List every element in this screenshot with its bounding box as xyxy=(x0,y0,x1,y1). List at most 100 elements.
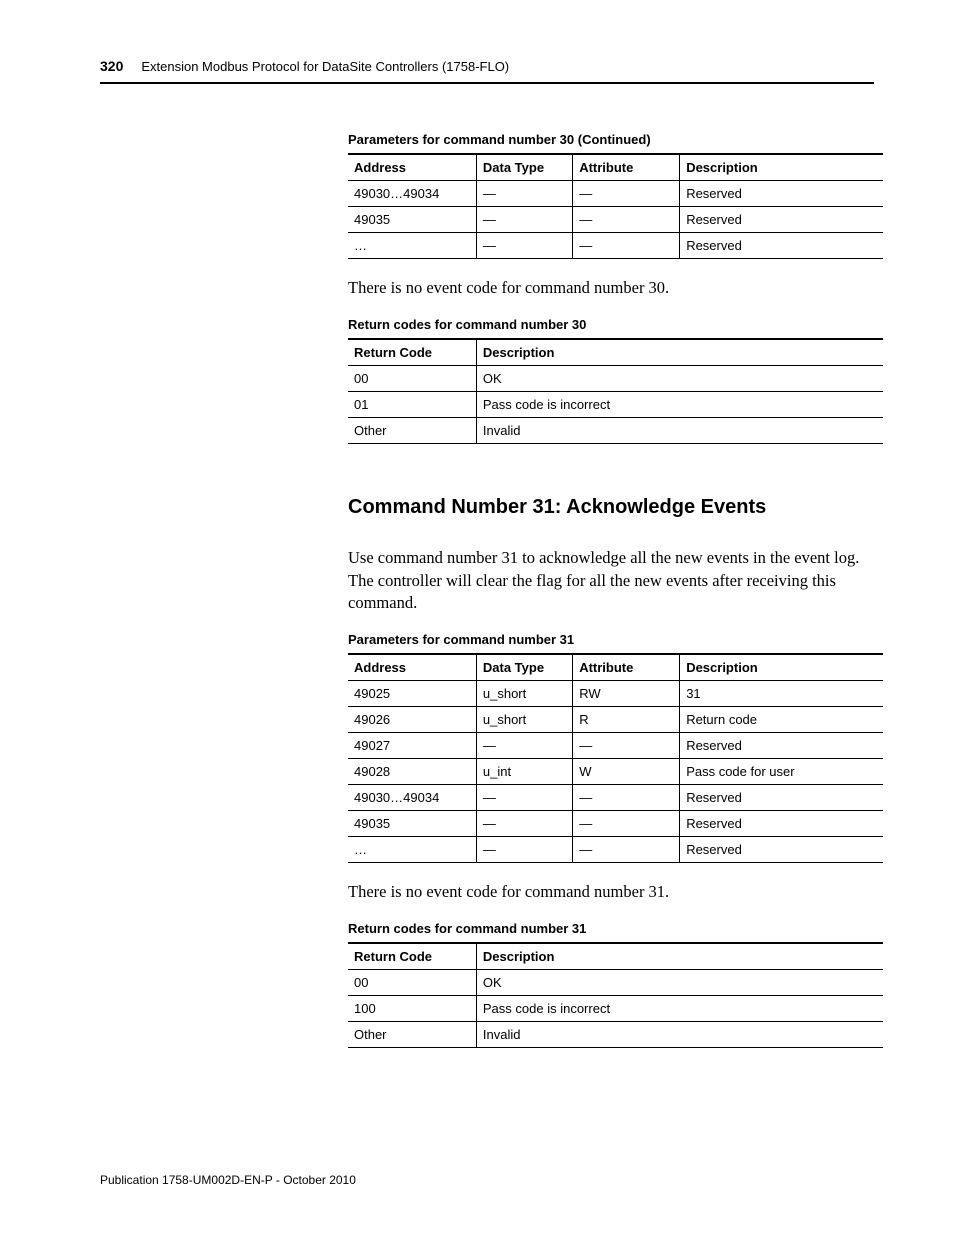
table-row: … — — Reserved xyxy=(348,837,883,863)
cell: — xyxy=(476,837,572,863)
cell: u_int xyxy=(476,759,572,785)
table-returncodes-31: Return Code Description 00 OK 100 Pass c… xyxy=(348,942,883,1048)
table-row: 100 Pass code is incorrect xyxy=(348,996,883,1022)
cell: 49025 xyxy=(348,681,476,707)
page-header: 320 Extension Modbus Protocol for DataSi… xyxy=(100,58,874,84)
cell: — xyxy=(476,811,572,837)
cell: 49035 xyxy=(348,207,476,233)
cell: OK xyxy=(476,970,883,996)
table-header-row: Address Data Type Attribute Description xyxy=(348,154,883,181)
cell: 49030…49034 xyxy=(348,181,476,207)
table-row: … — — Reserved xyxy=(348,233,883,259)
cell: R xyxy=(573,707,680,733)
note-text: There is no event code for command numbe… xyxy=(348,881,883,903)
cell: Other xyxy=(348,1022,476,1048)
cell: Return code xyxy=(680,707,883,733)
cell: 00 xyxy=(348,970,476,996)
col-address: Address xyxy=(348,654,476,681)
table4-caption: Return codes for command number 31 xyxy=(348,921,883,936)
table-row: 49030…49034 — — Reserved xyxy=(348,181,883,207)
cell: 49028 xyxy=(348,759,476,785)
cell: Pass code is incorrect xyxy=(476,392,883,418)
cell: Reserved xyxy=(680,181,883,207)
cell: — xyxy=(476,233,572,259)
cell: — xyxy=(476,207,572,233)
table-params-30: Address Data Type Attribute Description … xyxy=(348,153,883,259)
cell: Pass code is incorrect xyxy=(476,996,883,1022)
cell: 49035 xyxy=(348,811,476,837)
page-number: 320 xyxy=(100,58,123,74)
col-datatype: Data Type xyxy=(476,154,572,181)
cell: — xyxy=(573,837,680,863)
col-description: Description xyxy=(680,654,883,681)
cell: — xyxy=(573,785,680,811)
table-header-row: Return Code Description xyxy=(348,339,883,366)
cell: Other xyxy=(348,418,476,444)
cell: — xyxy=(476,181,572,207)
table-row: 49025 u_short RW 31 xyxy=(348,681,883,707)
cell: Reserved xyxy=(680,733,883,759)
cell: Reserved xyxy=(680,207,883,233)
cell: — xyxy=(573,811,680,837)
cell: Reserved xyxy=(680,233,883,259)
table2-caption: Return codes for command number 30 xyxy=(348,317,883,332)
cell: Invalid xyxy=(476,418,883,444)
cell: OK xyxy=(476,366,883,392)
cell: … xyxy=(348,233,476,259)
col-attribute: Attribute xyxy=(573,154,680,181)
cell: … xyxy=(348,837,476,863)
cell: 00 xyxy=(348,366,476,392)
section-heading: Command Number 31: Acknowledge Events xyxy=(348,496,883,519)
table-row: 00 OK xyxy=(348,366,883,392)
cell: — xyxy=(476,785,572,811)
table-returncodes-30: Return Code Description 00 OK 01 Pass co… xyxy=(348,338,883,444)
cell: — xyxy=(573,233,680,259)
cell: RW xyxy=(573,681,680,707)
section-body: Use command number 31 to acknowledge all… xyxy=(348,547,883,614)
cell: Reserved xyxy=(680,811,883,837)
cell: — xyxy=(573,733,680,759)
cell: W xyxy=(573,759,680,785)
table-row: 01 Pass code is incorrect xyxy=(348,392,883,418)
table3-caption: Parameters for command number 31 xyxy=(348,632,883,647)
col-attribute: Attribute xyxy=(573,654,680,681)
col-returncode: Return Code xyxy=(348,339,476,366)
table-row: Other Invalid xyxy=(348,418,883,444)
cell: — xyxy=(573,207,680,233)
table-row: 00 OK xyxy=(348,970,883,996)
table-row: 49030…49034 — — Reserved xyxy=(348,785,883,811)
table-row: 49035 — — Reserved xyxy=(348,207,883,233)
table-row: 49026 u_short R Return code xyxy=(348,707,883,733)
col-description: Description xyxy=(476,943,883,970)
table-row: 49027 — — Reserved xyxy=(348,733,883,759)
table-header-row: Return Code Description xyxy=(348,943,883,970)
table-params-31: Address Data Type Attribute Description … xyxy=(348,653,883,863)
table-header-row: Address Data Type Attribute Description xyxy=(348,654,883,681)
col-datatype: Data Type xyxy=(476,654,572,681)
cell: — xyxy=(476,733,572,759)
cell: — xyxy=(573,181,680,207)
cell: 31 xyxy=(680,681,883,707)
cell: 49026 xyxy=(348,707,476,733)
table-row: 49028 u_int W Pass code for user xyxy=(348,759,883,785)
cell: u_short xyxy=(476,707,572,733)
cell: Invalid xyxy=(476,1022,883,1048)
cell: 100 xyxy=(348,996,476,1022)
col-description: Description xyxy=(680,154,883,181)
col-description: Description xyxy=(476,339,883,366)
footer-publication: Publication 1758-UM002D-EN-P - October 2… xyxy=(100,1173,356,1187)
cell: Reserved xyxy=(680,785,883,811)
table1-caption: Parameters for command number 30 (Contin… xyxy=(348,132,883,147)
table-row: 49035 — — Reserved xyxy=(348,811,883,837)
cell: Pass code for user xyxy=(680,759,883,785)
cell: u_short xyxy=(476,681,572,707)
running-title: Extension Modbus Protocol for DataSite C… xyxy=(141,59,509,74)
cell: Reserved xyxy=(680,837,883,863)
note-text: There is no event code for command numbe… xyxy=(348,277,883,299)
cell: 49027 xyxy=(348,733,476,759)
col-address: Address xyxy=(348,154,476,181)
col-returncode: Return Code xyxy=(348,943,476,970)
cell: 49030…49034 xyxy=(348,785,476,811)
table-row: Other Invalid xyxy=(348,1022,883,1048)
cell: 01 xyxy=(348,392,476,418)
